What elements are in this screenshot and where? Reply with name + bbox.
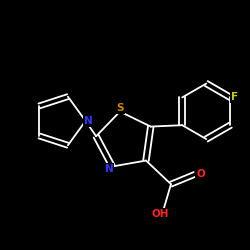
Text: S: S [116, 103, 124, 113]
Text: O: O [196, 170, 205, 179]
Text: OH: OH [152, 209, 170, 219]
Text: N: N [104, 164, 113, 174]
Text: N: N [84, 116, 93, 126]
Text: F: F [231, 92, 238, 102]
